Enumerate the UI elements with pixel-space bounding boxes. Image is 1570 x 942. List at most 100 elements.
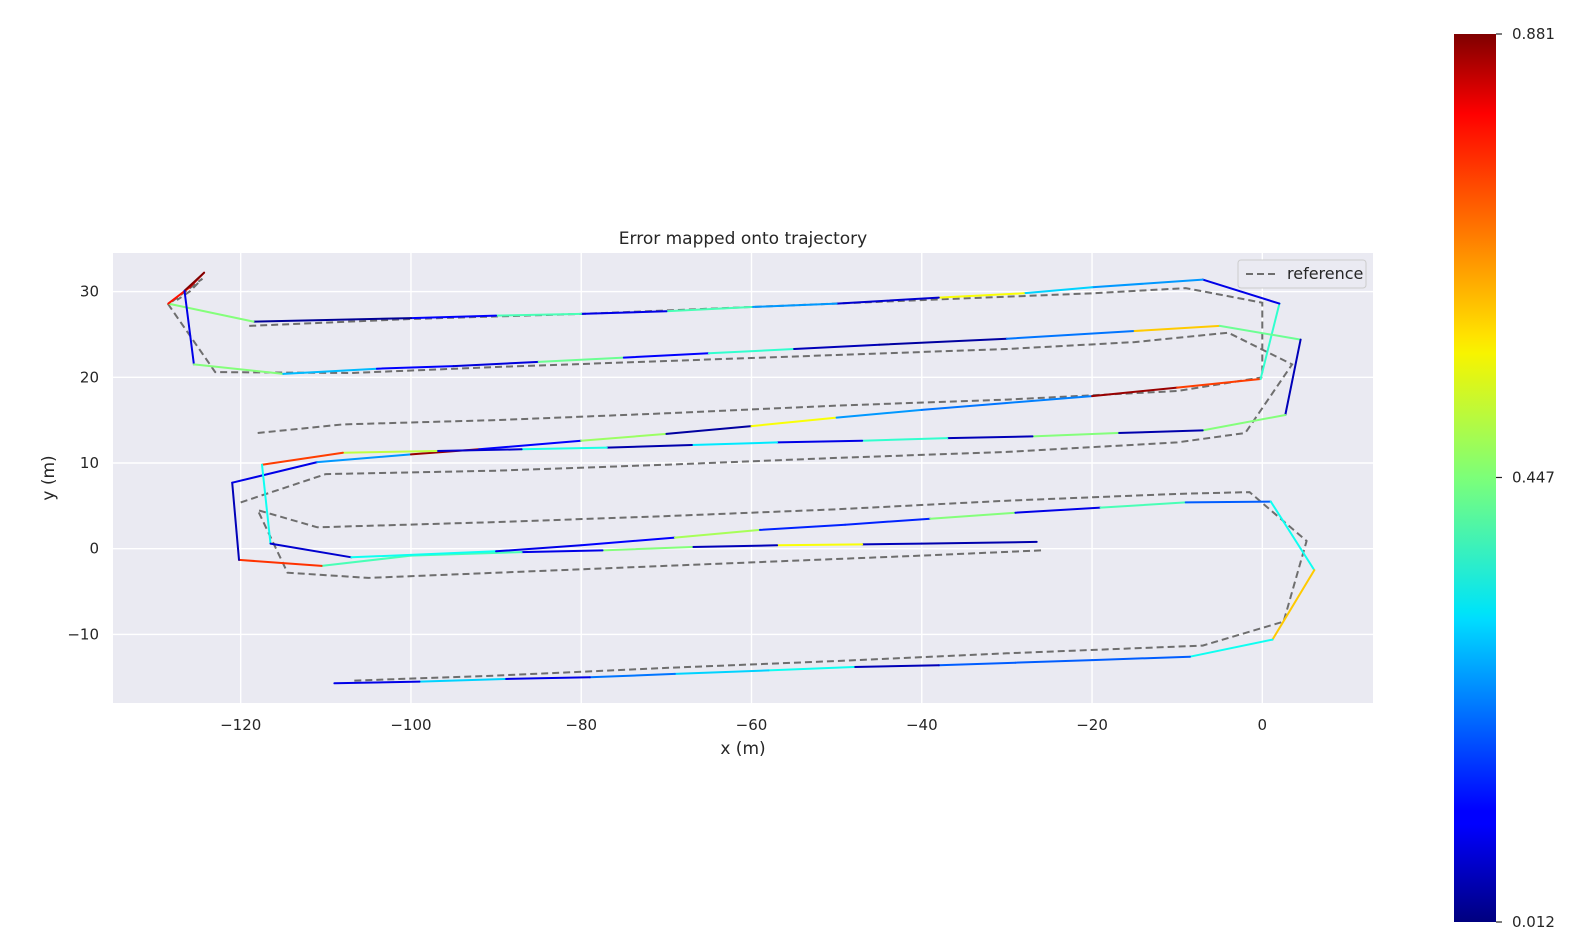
estimate-segment xyxy=(231,461,319,484)
estimate-segment xyxy=(495,312,583,317)
estimate-segment xyxy=(252,317,412,323)
estimate-segment xyxy=(776,543,864,547)
x-tick-label: −60 xyxy=(736,716,768,734)
estimate-segment xyxy=(776,439,864,444)
estimate-segment xyxy=(750,302,838,308)
estimate-segment xyxy=(929,511,1017,520)
estimate-segment xyxy=(1201,414,1287,432)
estimate-segment xyxy=(878,337,1008,346)
estimate-segment xyxy=(316,453,412,464)
estimate-segment xyxy=(282,367,378,375)
reference-path xyxy=(249,287,1264,376)
estimate-segment xyxy=(673,528,761,539)
estimate-segment xyxy=(520,446,608,451)
legend: reference xyxy=(1237,259,1367,289)
estimate-segment xyxy=(1269,500,1316,572)
estimate-segment xyxy=(435,448,523,452)
estimate-segment xyxy=(1014,659,1094,664)
x-tick-label: −100 xyxy=(390,716,431,734)
y-tick-label: 0 xyxy=(89,540,99,558)
estimate-segment xyxy=(341,450,438,454)
plot-area xyxy=(113,253,1373,703)
estimate-segment xyxy=(1091,386,1179,398)
estimate-segment xyxy=(1133,324,1221,332)
chart-title: Error mapped onto trajectory xyxy=(619,229,867,249)
estimate-segment xyxy=(375,365,455,370)
estimate-segment xyxy=(665,306,753,313)
estimate-segment xyxy=(690,441,779,446)
grid-lines xyxy=(113,253,1373,703)
estimate-segment xyxy=(192,363,285,375)
estimate-segment xyxy=(1218,324,1302,341)
estimate-segment xyxy=(1201,278,1281,305)
estimate-segment xyxy=(673,669,770,675)
estimate-segment xyxy=(707,348,796,355)
estimate-segment xyxy=(1259,302,1281,380)
colorbar-tick-label: 0.447 xyxy=(1512,468,1555,486)
y-axis-label: y (m) xyxy=(39,455,59,500)
estimate-segment xyxy=(946,435,1034,440)
estimate-segment xyxy=(1176,378,1262,389)
estimate-segment xyxy=(605,444,693,449)
estimate-segment xyxy=(588,672,676,679)
estimate-segment xyxy=(1005,330,1136,340)
estimate-segment xyxy=(793,343,881,350)
estimate-segment xyxy=(167,302,255,323)
estimate-segment xyxy=(767,666,855,672)
estimate-segment xyxy=(452,360,540,368)
legend-box xyxy=(1237,259,1367,289)
estimate-segment xyxy=(183,289,195,366)
estimate-segment xyxy=(920,540,1038,545)
estimate-trajectory xyxy=(167,271,1316,685)
estimate-segment xyxy=(1005,395,1094,404)
estimate-segment xyxy=(1116,429,1204,434)
x-tick-label: −120 xyxy=(220,716,261,734)
estimate-segment xyxy=(537,356,625,363)
y-tick-label: −10 xyxy=(67,625,99,643)
x-axis-label: x (m) xyxy=(720,739,765,759)
estimate-segment xyxy=(835,296,940,305)
estimate-segment xyxy=(503,676,591,680)
estimate-segment xyxy=(750,416,838,428)
estimate-segment xyxy=(1189,638,1274,658)
estimate-segment xyxy=(410,314,498,320)
colorbar: 0.881 0.447 0.012 xyxy=(1454,25,1555,931)
estimate-segment xyxy=(269,542,353,559)
x-tick-label: −40 xyxy=(906,716,938,734)
estimate-segment xyxy=(580,310,668,315)
estimate-segment xyxy=(861,437,949,442)
reference-path xyxy=(255,491,1308,682)
estimate-segment xyxy=(835,408,923,419)
estimate-segment xyxy=(844,517,932,526)
estimate-segment xyxy=(261,451,344,466)
estimate-segment xyxy=(1284,338,1302,416)
estimate-segment xyxy=(1091,655,1191,662)
estimate-segment xyxy=(1099,501,1187,509)
estimate-segment xyxy=(231,481,240,561)
colorbar-ticks: 0.881 0.447 0.012 xyxy=(1496,25,1555,931)
estimate-segment xyxy=(1014,506,1102,514)
y-tick-label: 20 xyxy=(80,368,99,386)
reference-trajectory xyxy=(166,277,1308,682)
estimate-segment xyxy=(937,292,1025,299)
estimate-segment xyxy=(759,523,847,531)
estimate-segment xyxy=(418,678,506,683)
estimate-segment xyxy=(690,544,779,548)
estimate-segment xyxy=(852,664,940,668)
estimate-segment xyxy=(1022,286,1094,295)
colorbar-gradient xyxy=(1454,34,1496,922)
y-tick-label: 30 xyxy=(80,283,99,301)
x-tick-label: 0 xyxy=(1258,716,1268,734)
estimate-segment xyxy=(580,432,668,442)
estimate-segment xyxy=(320,554,412,567)
estimate-segment xyxy=(1184,500,1272,504)
estimate-segment xyxy=(238,558,323,567)
y-tick-label: 10 xyxy=(80,454,99,472)
x-tick-label: −80 xyxy=(565,716,597,734)
colorbar-tick-label: 0.881 xyxy=(1512,25,1555,43)
estimate-segment xyxy=(920,402,1008,411)
estimate-segment xyxy=(350,550,498,559)
estimate-segment xyxy=(1031,432,1119,438)
colorbar-tick-label: 0.012 xyxy=(1512,913,1555,931)
